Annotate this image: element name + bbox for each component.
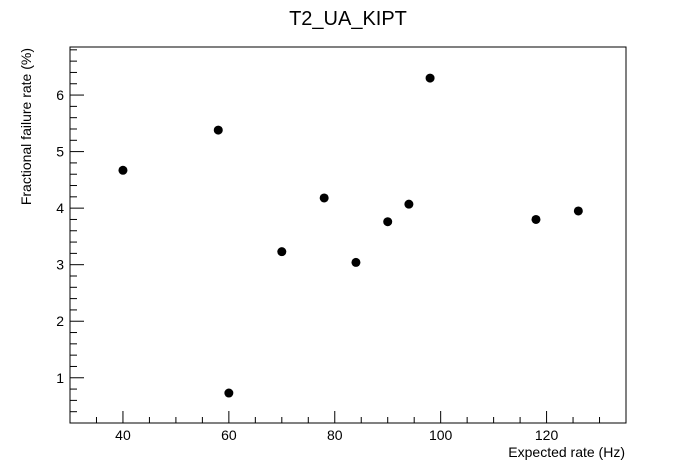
y-tick-label: 6 — [56, 87, 64, 103]
data-point — [383, 217, 393, 227]
chart-title: T2_UA_KIPT — [289, 8, 407, 30]
y-tick-label: 1 — [56, 370, 64, 386]
data-point — [351, 257, 361, 267]
y-axis-label: Fractional failure rate (%) — [18, 48, 34, 205]
data-point — [319, 193, 329, 203]
x-tick-label: 40 — [115, 427, 131, 443]
y-axis: 1 2 3 4 5 6 — [56, 49, 84, 424]
data-point — [224, 388, 234, 398]
x-tick-label: 120 — [535, 427, 559, 443]
data-point — [277, 247, 287, 257]
data-point — [404, 199, 414, 209]
y-tick-label: 2 — [56, 313, 64, 329]
data-point — [118, 165, 128, 175]
x-axis: 40 60 80 100 120 — [69, 411, 627, 443]
data-point — [573, 206, 583, 216]
y-tick-label: 4 — [56, 200, 64, 216]
x-tick-label: 60 — [221, 427, 237, 443]
plot-frame — [69, 46, 627, 424]
x-tick-label: 100 — [429, 427, 453, 443]
x-axis-label: Expected rate (Hz) — [508, 444, 625, 460]
data-points — [118, 73, 583, 398]
x-tick-label: 80 — [327, 427, 343, 443]
y-tick-label: 3 — [56, 257, 64, 273]
data-point — [213, 125, 223, 135]
data-point — [425, 73, 435, 83]
y-tick-label: 5 — [56, 144, 64, 160]
data-point — [531, 214, 541, 224]
